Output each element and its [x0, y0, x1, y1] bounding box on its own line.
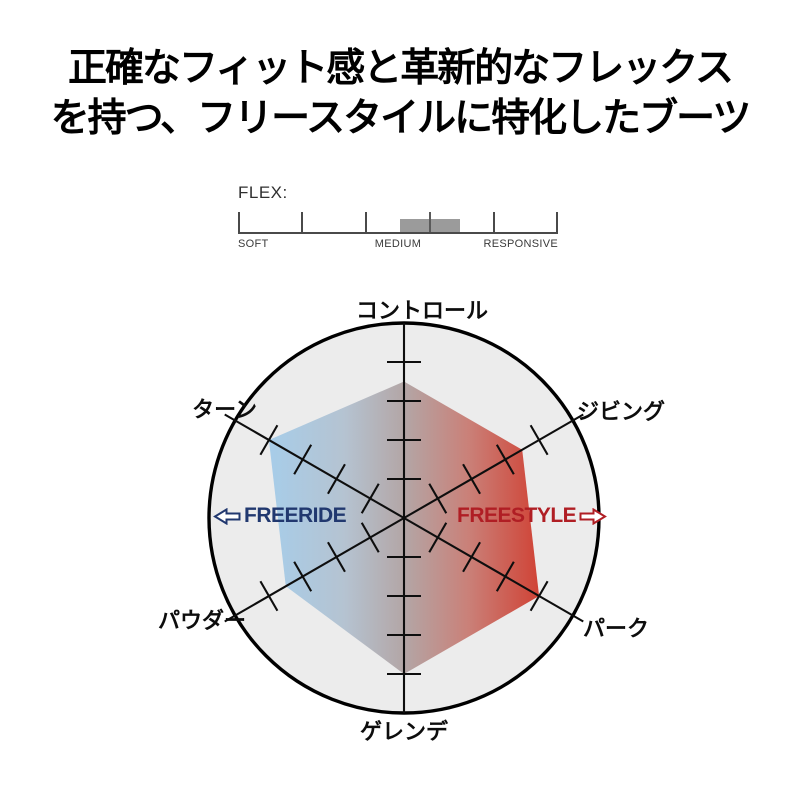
- flex-scale-tick: [556, 212, 558, 232]
- radar-axis-tick: [495, 444, 515, 475]
- product-heading: 正確なフィット感と革新的なフレックス を持つ、フリースタイルに特化したブーツ: [0, 44, 800, 144]
- flex-scale-labels: SOFT MEDIUM RESPONSIVE: [238, 238, 558, 254]
- radar-axis-line: [224, 517, 405, 623]
- radar-axis-tick: [327, 541, 346, 573]
- radar-axis-tick: [529, 424, 549, 456]
- radar-axis-tick: [428, 483, 448, 514]
- flex-meter: FLEX: SOFT MEDIUM RESPONSIVE: [238, 183, 558, 258]
- freestyle-label: FREESTYLE: [457, 504, 577, 527]
- radar-axis-tick: [529, 580, 549, 612]
- radar-axis-tick: [360, 522, 380, 553]
- flex-scale-tick: [238, 212, 240, 232]
- radar-axis-label: ゲレンデ: [360, 719, 449, 744]
- radar-axis-tick: [360, 483, 380, 514]
- freeride-label-group: FREERIDE: [213, 504, 347, 528]
- flex-meter-title: FLEX:: [238, 183, 288, 202]
- flex-label-responsive: RESPONSIVE: [483, 238, 558, 250]
- flex-scale-tick: [301, 212, 303, 232]
- radar-axis-tick: [462, 541, 481, 573]
- radar-axis-tick: [327, 463, 346, 495]
- heading-line-1: 正確なフィット感と革新的なフレックス: [67, 47, 734, 90]
- radar-axis-tick: [259, 580, 279, 612]
- radar-axis-tick: [495, 561, 515, 592]
- arrow-left-icon: [213, 507, 241, 525]
- arrow-right-icon: [579, 507, 608, 525]
- radar-axis-label: ターン: [192, 397, 257, 422]
- radar-axis-label: ジビング: [577, 399, 665, 424]
- radar-axis-label: パウダー: [158, 608, 246, 633]
- flex-scale-tick: [365, 212, 367, 232]
- freestyle-label-group: FREESTYLE: [457, 504, 608, 528]
- radar-axis-tick: [428, 522, 448, 553]
- radar-axis-tick: [293, 561, 313, 592]
- radar-axis-label: コントロール: [356, 298, 488, 323]
- flex-label-soft: SOFT: [238, 238, 269, 250]
- radar-axis-tick: [293, 444, 313, 475]
- flex-scale: [238, 212, 558, 234]
- flex-scale-tick: [493, 212, 495, 232]
- radar-axis-line: [403, 413, 584, 519]
- radar-axis-tick: [462, 463, 481, 495]
- freeride-label: FREERIDE: [244, 504, 347, 527]
- radar-axis-line: [224, 413, 405, 519]
- radar-axis-line: [403, 517, 584, 623]
- flex-label-medium: MEDIUM: [374, 238, 422, 250]
- heading-line-2: を持つ、フリースタイルに特化したブーツ: [50, 97, 752, 140]
- flex-indicator-tick: [429, 212, 431, 232]
- radar-axis-tick: [259, 424, 279, 456]
- radar-axis-label: パーク: [583, 616, 649, 641]
